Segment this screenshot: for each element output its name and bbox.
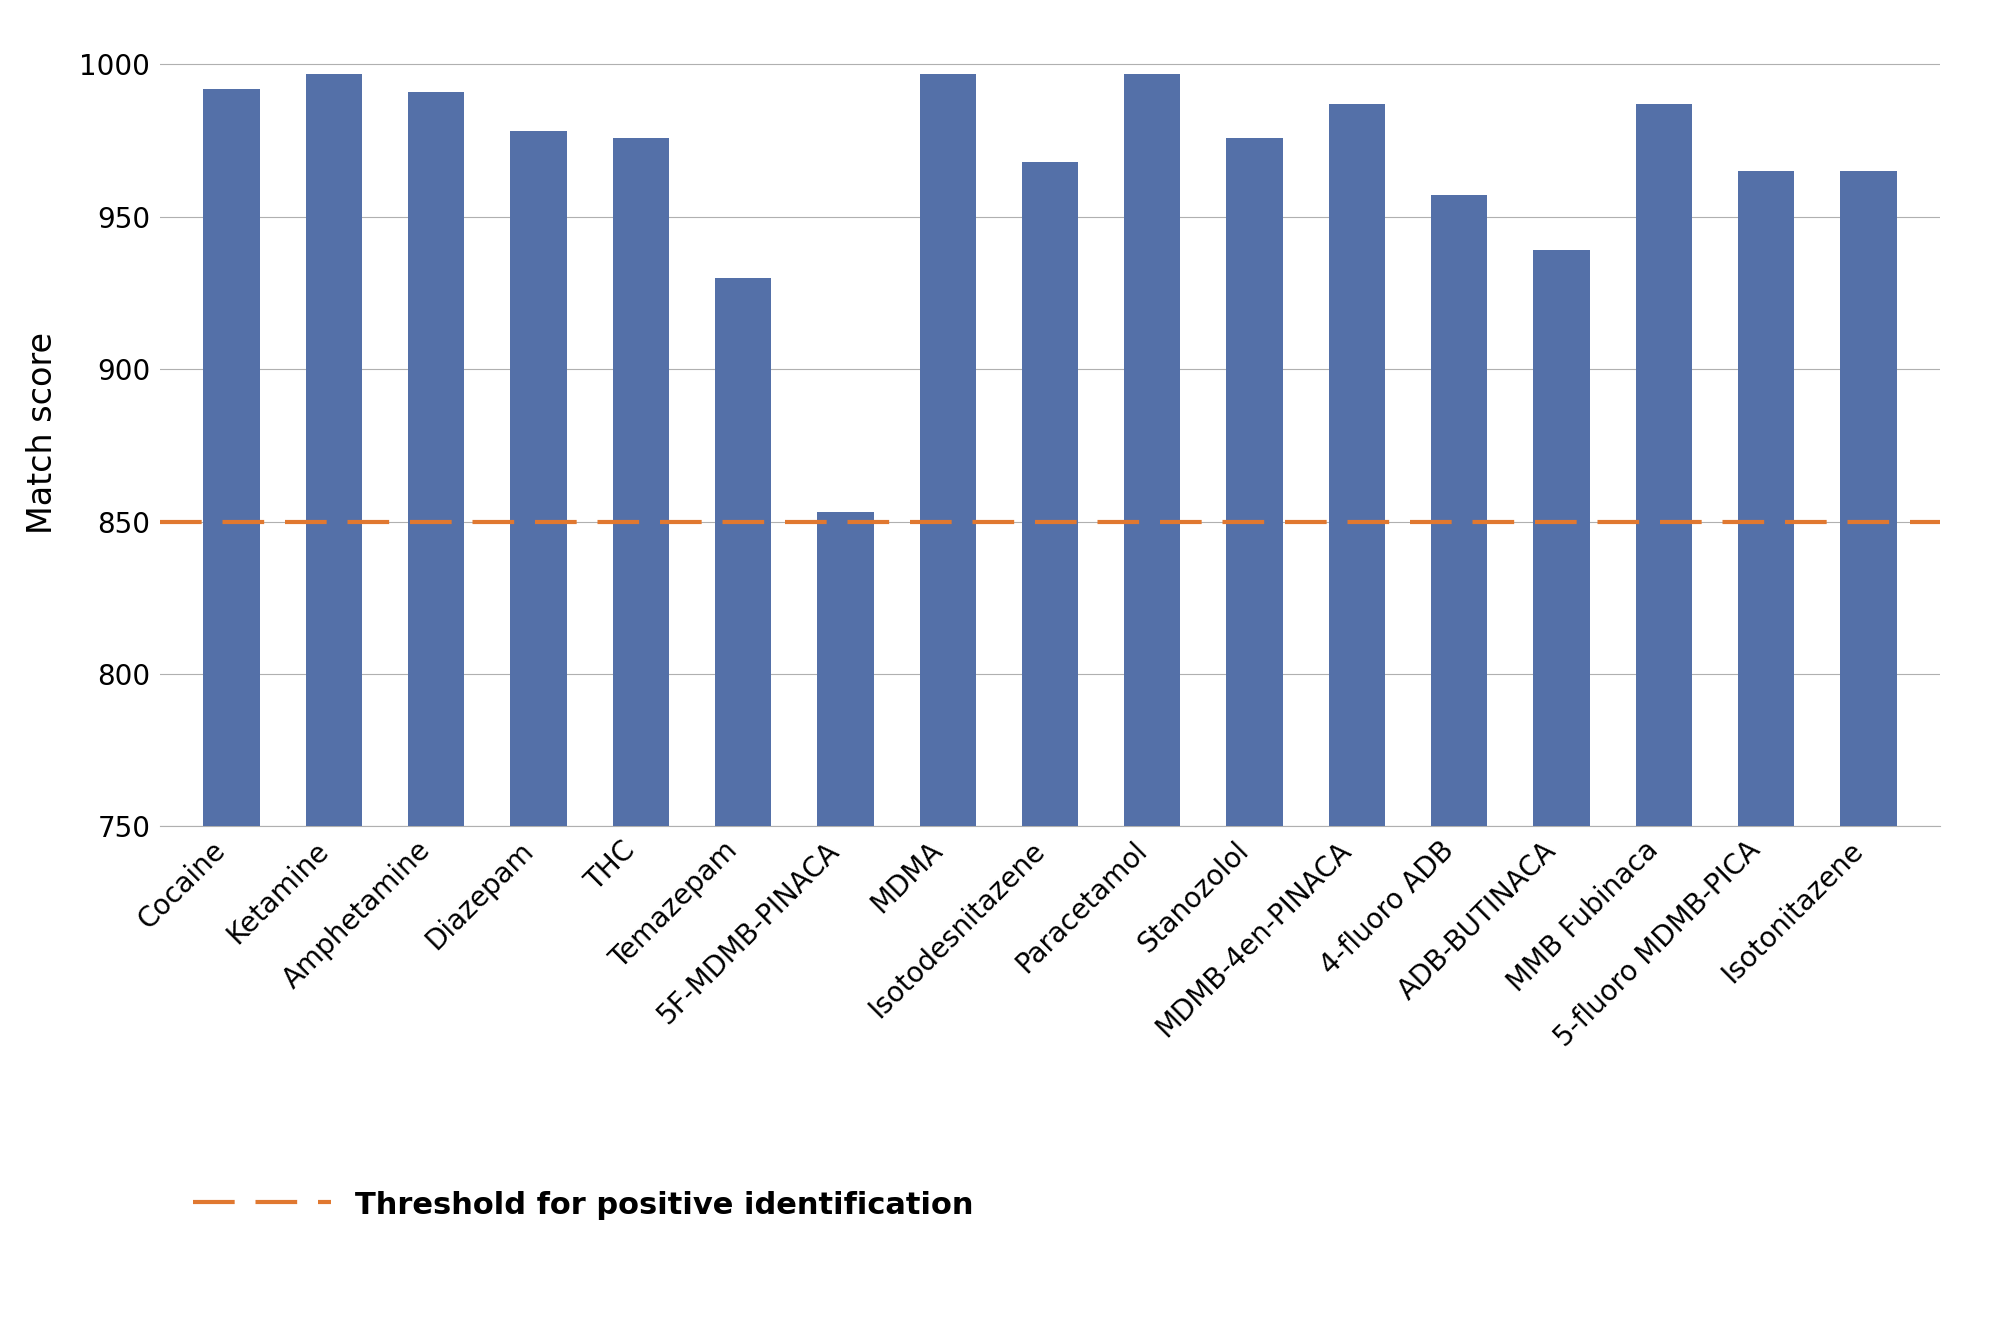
Bar	[714, 277, 772, 1333]
Bar	[510, 132, 566, 1333]
Bar	[1636, 104, 1692, 1333]
Bar	[1534, 251, 1590, 1333]
Bar	[1840, 171, 1896, 1333]
Bar	[1328, 104, 1386, 1333]
Y-axis label: Match score: Match score	[26, 332, 58, 535]
Bar	[1738, 171, 1794, 1333]
Bar	[408, 92, 464, 1333]
Bar	[1124, 73, 1180, 1333]
Bar	[1022, 161, 1078, 1333]
Bar	[612, 137, 668, 1333]
Bar	[920, 73, 976, 1333]
Bar	[818, 512, 874, 1333]
Bar	[306, 73, 362, 1333]
Bar	[204, 89, 260, 1333]
Legend: Threshold for positive identification: Threshold for positive identification	[194, 1190, 974, 1220]
Bar	[1226, 137, 1282, 1333]
Bar	[1432, 196, 1488, 1333]
